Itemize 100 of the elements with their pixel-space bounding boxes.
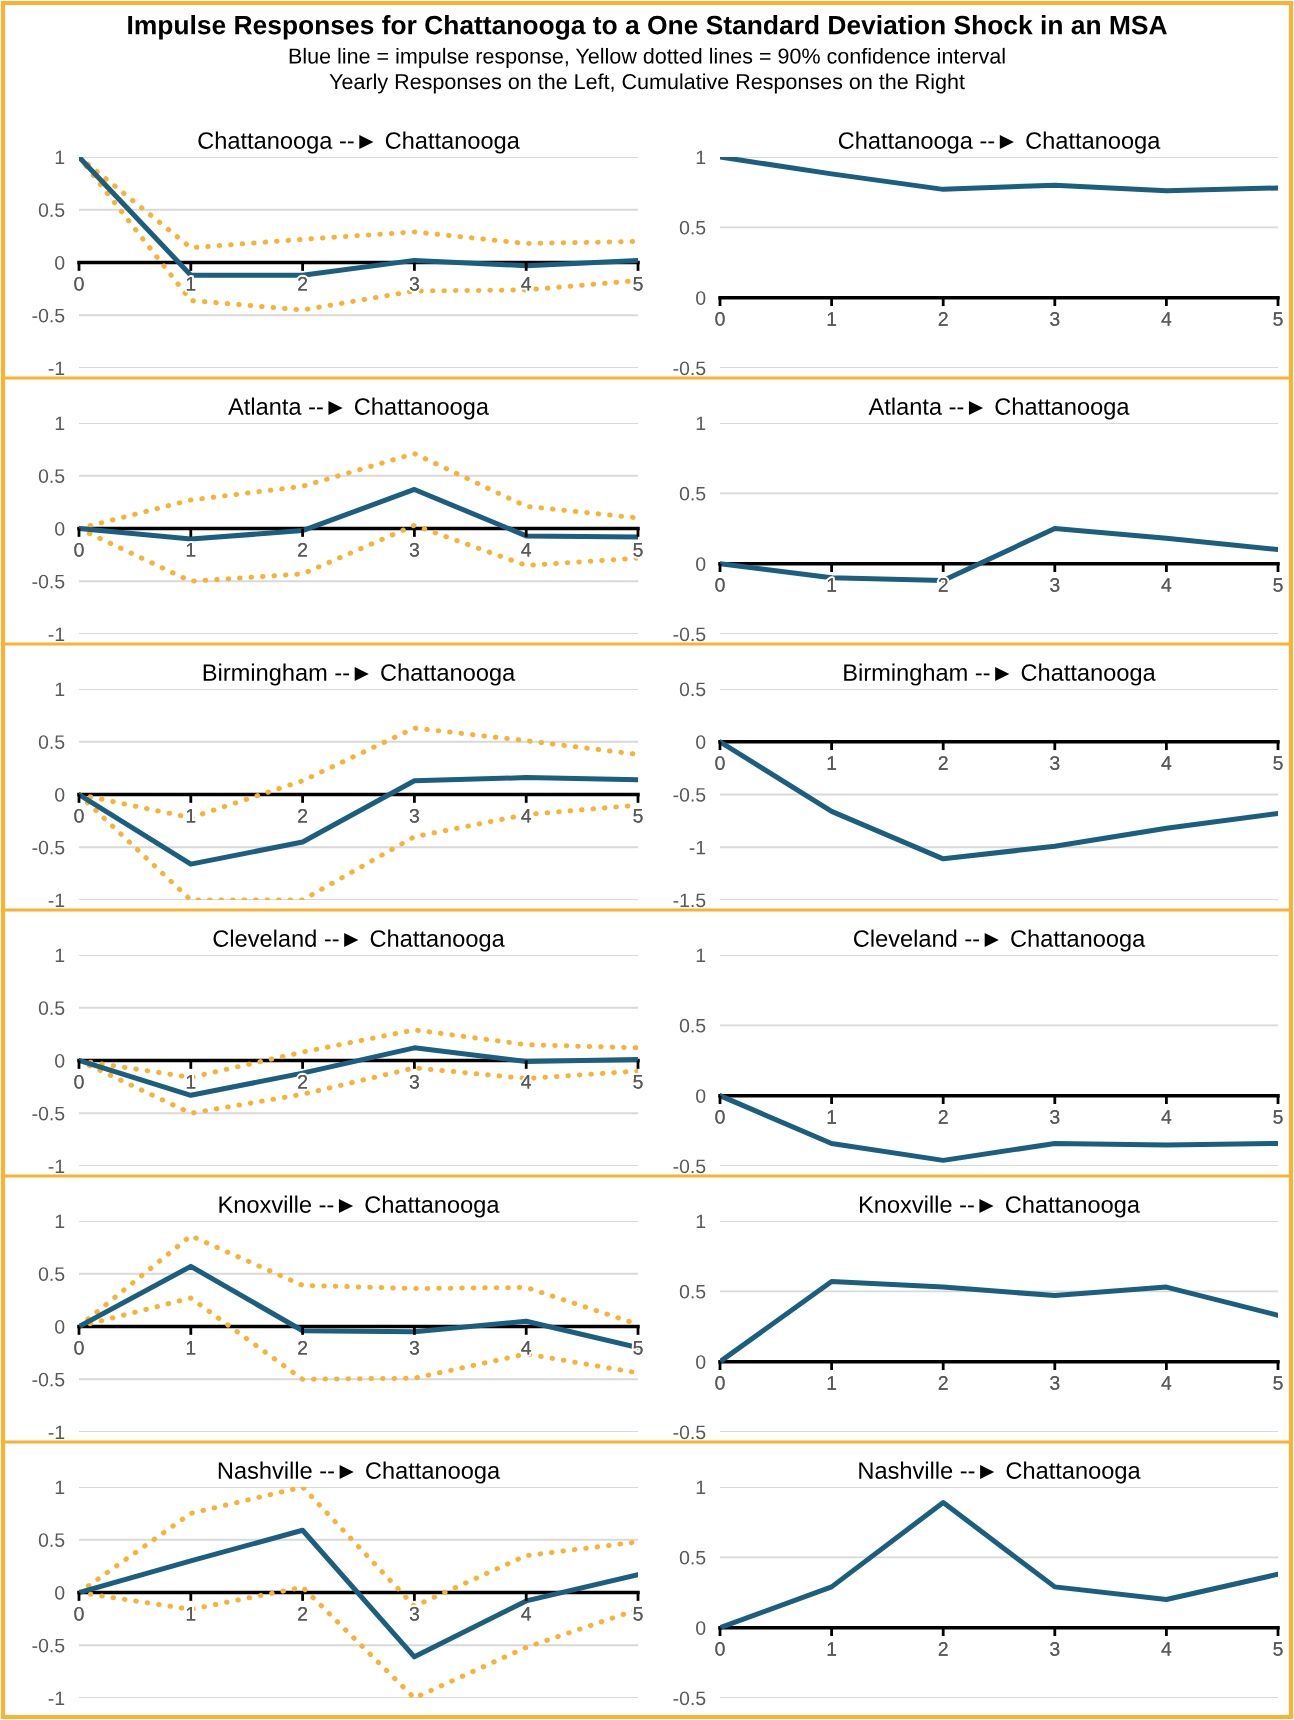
y-tick-label: -0.5	[673, 1159, 706, 1174]
y-tick-label: 0	[55, 1319, 65, 1334]
x-tick-label: 5	[633, 1607, 643, 1621]
y-tick-label: -0.5	[673, 1691, 706, 1706]
y-tick-label: -0.5	[673, 1425, 706, 1440]
y-tick-label: 0.5	[679, 1550, 706, 1565]
x-tick-label: 2	[938, 1376, 948, 1390]
chart-title: Knoxville --► Chattanooga	[219, 1195, 500, 1218]
y-tick-label: 0	[696, 1089, 706, 1103]
y-tick-label: 0	[696, 1355, 706, 1369]
y-tick-label: 0	[55, 1053, 65, 1068]
text: Impulse Responses for Chattanooga to a One Standard Deviation Shock in an MSA	[128, 15, 1167, 40]
chart-title: Cleveland --► Chattanooga	[213, 929, 505, 952]
x-tick-label: 0	[715, 1376, 725, 1390]
x-tick-label: 4	[1161, 312, 1172, 326]
x-tick-label: 2	[298, 808, 308, 823]
y-tick-label: 1	[55, 416, 65, 431]
x-tick-label: 5	[1273, 756, 1283, 770]
y-tick-label: 1	[696, 948, 706, 963]
x-tick-label: 3	[409, 276, 419, 291]
x-tick-label: 5	[633, 277, 643, 291]
y-tick-label: 0.5	[679, 1018, 706, 1033]
x-tick-label: 2	[938, 1642, 948, 1656]
y-tick-label: 1	[696, 1214, 706, 1229]
y-tick-label: -1	[689, 840, 706, 855]
x-tick-label: 0	[715, 578, 725, 592]
chart-title: Cleveland --► Chattanooga	[853, 929, 1146, 952]
y-tick-label: -0.5	[32, 840, 65, 855]
x-tick-label: 3	[1050, 1110, 1060, 1124]
y-tick-label: -0.5	[32, 1106, 65, 1121]
y-tick-label: -1	[48, 627, 65, 642]
x-tick-label: 5	[633, 809, 643, 823]
y-tick-label: -0.5	[673, 627, 706, 642]
x-tick-label: 2	[938, 756, 948, 770]
x-tick-label: 5	[1273, 578, 1283, 592]
x-tick-label: 0	[715, 1110, 725, 1124]
x-tick-label: 4	[521, 1075, 532, 1089]
x-tick-label: 3	[1050, 756, 1060, 770]
x-tick-label: 4	[521, 1341, 532, 1355]
x-tick-label: 0	[74, 1606, 84, 1621]
x-tick-label: 2	[938, 312, 948, 326]
y-tick-label: 0	[696, 735, 706, 749]
y-tick-label: -0.5	[32, 1638, 65, 1653]
x-tick-label: 0	[74, 1074, 84, 1089]
y-tick-label: 1	[55, 150, 65, 165]
chart-title: Nashville --► Chattanooga	[859, 1461, 1141, 1484]
x-tick-label: 1	[186, 1341, 196, 1355]
y-tick-label: 0.5	[38, 203, 65, 217]
y-tick-label: 0.5	[38, 1267, 65, 1281]
y-tick-label: -0.5	[673, 361, 706, 376]
x-tick-label: 4	[1161, 1642, 1172, 1656]
y-tick-label: -0.5	[32, 308, 65, 323]
y-tick-label: -0.5	[32, 574, 65, 589]
y-tick-label: -1	[48, 1691, 65, 1706]
x-tick-label: 3	[1050, 312, 1060, 326]
y-tick-label: 1	[696, 416, 706, 431]
y-tick-label: -1.5	[673, 893, 706, 908]
x-tick-label: 5	[633, 1341, 643, 1355]
y-tick-label: -0.5	[32, 1372, 65, 1387]
y-tick-label: 0.5	[38, 469, 65, 483]
y-tick-label: 0.5	[679, 1284, 706, 1299]
x-tick-label: 4	[1161, 578, 1172, 592]
x-tick-label: 1	[827, 1110, 837, 1124]
x-tick-label: 0	[74, 542, 84, 557]
x-tick-label: 3	[1050, 1376, 1060, 1390]
y-tick-label: 0.5	[38, 1001, 65, 1015]
x-tick-label: 2	[938, 1110, 948, 1124]
x-tick-label: 5	[1273, 312, 1283, 326]
x-tick-label: 3	[409, 1606, 419, 1621]
x-tick-label: 1	[827, 312, 837, 326]
x-tick-label: 5	[633, 543, 643, 557]
y-tick-label: 0.5	[679, 486, 706, 501]
text: Blue line = impulse response, Yellow dotted lines = 90% confidence interval Yearly Responses on the Left, Cumulative Responses on the Right	[289, 47, 1005, 94]
x-tick-label: 2	[298, 1606, 308, 1621]
x-tick-label: 5	[1273, 1376, 1283, 1390]
x-tick-label: 4	[521, 809, 532, 823]
x-tick-label: 0	[74, 808, 84, 823]
chart-title: Chattanooga --► Chattanooga	[838, 131, 1161, 154]
x-tick-label: 3	[1050, 578, 1060, 592]
y-tick-label: 1	[55, 948, 65, 963]
y-tick-label: -1	[48, 1159, 65, 1174]
x-tick-label: 4	[521, 1607, 532, 1621]
x-tick-label: 1	[827, 1376, 837, 1390]
x-tick-label: 2	[298, 1074, 308, 1089]
x-tick-label: 1	[186, 1075, 196, 1089]
chart-title: Knoxville --► Chattanooga	[859, 1195, 1140, 1218]
x-tick-label: 0	[715, 312, 725, 326]
x-tick-label: 0	[715, 756, 725, 770]
y-tick-label: -0.5	[673, 787, 706, 802]
y-tick-label: 0	[55, 787, 65, 802]
y-tick-label: 0.5	[38, 1533, 65, 1547]
y-tick-label: 1	[696, 150, 706, 165]
y-tick-label: 0	[696, 557, 706, 571]
x-tick-label: 0	[715, 1642, 725, 1656]
x-tick-label: 4	[521, 543, 532, 557]
y-tick-label: 0	[696, 291, 706, 305]
y-tick-label: 0	[55, 521, 65, 536]
x-tick-label: 3	[1050, 1642, 1060, 1656]
x-tick-label: 3	[409, 808, 419, 823]
x-tick-label: 1	[827, 578, 837, 592]
